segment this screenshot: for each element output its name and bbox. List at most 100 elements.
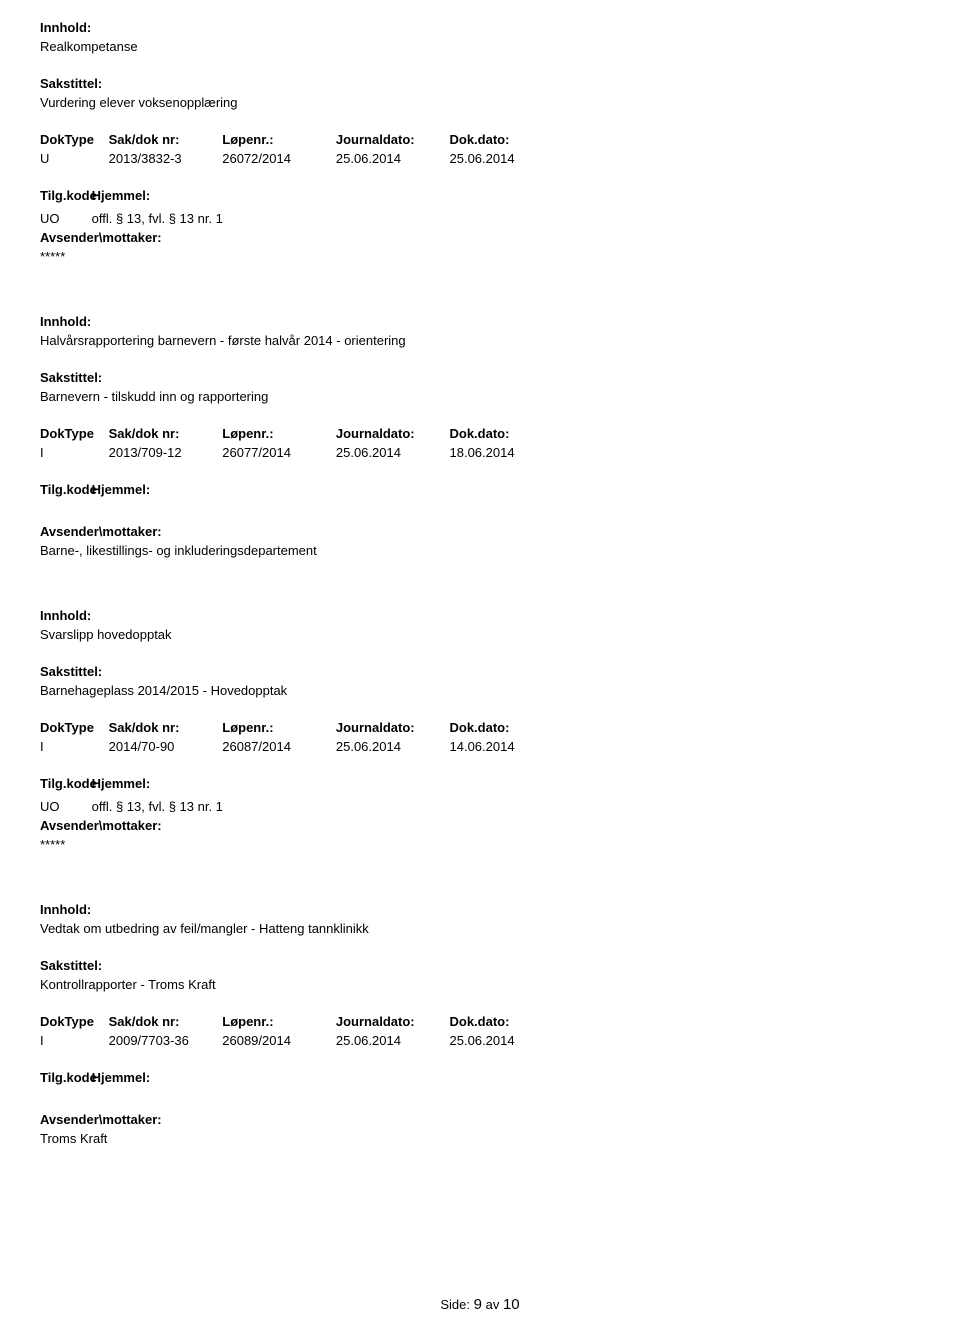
- dokdato-value: 25.06.2014: [450, 1033, 560, 1048]
- columns-header: DokType Sak/dok nr: Løpenr.: Journaldato…: [40, 1014, 920, 1029]
- tilg-values: [40, 1093, 920, 1108]
- doktype-value: I: [40, 445, 105, 460]
- dokdato-value: 18.06.2014: [450, 445, 560, 460]
- journaldato-value: 25.06.2014: [336, 445, 446, 460]
- lopenr-label: Løpenr.:: [222, 720, 332, 735]
- innhold-value: Realkompetanse: [40, 39, 920, 54]
- avsender-value: Troms Kraft: [40, 1131, 920, 1146]
- tilg-values: UO offl. § 13, fvl. § 13 nr. 1: [40, 799, 920, 814]
- sakstittel-value: Kontrollrapporter - Troms Kraft: [40, 977, 920, 992]
- dokdato-value: 14.06.2014: [450, 739, 560, 754]
- lopenr-label: Løpenr.:: [222, 132, 332, 147]
- journaldato-label: Journaldato:: [336, 426, 446, 441]
- journal-entry: Innhold: Vedtak om utbedring av feil/man…: [40, 902, 920, 1146]
- sakdok-label: Sak/dok nr:: [109, 426, 219, 441]
- hjemmel-value: offl. § 13, fvl. § 13 nr. 1: [92, 799, 223, 814]
- lopenr-value: 26077/2014: [222, 445, 332, 460]
- sakstittel-label: Sakstittel:: [40, 664, 920, 679]
- doktype-label: DokType: [40, 426, 105, 441]
- doktype-label: DokType: [40, 132, 105, 147]
- sakstittel-label: Sakstittel:: [40, 370, 920, 385]
- lopenr-label: Løpenr.:: [222, 1014, 332, 1029]
- sakdok-value: 2009/7703-36: [109, 1033, 219, 1048]
- hjemmel-label: Hjemmel:: [92, 482, 151, 497]
- tilg-header: Tilg.kode Hjemmel:: [40, 482, 920, 501]
- journaldato-value: 25.06.2014: [336, 151, 446, 166]
- innhold-value: Svarslipp hovedopptak: [40, 627, 920, 642]
- footer-total-pages: 10: [503, 1296, 520, 1313]
- columns-header: DokType Sak/dok nr: Løpenr.: Journaldato…: [40, 720, 920, 735]
- journaldato-value: 25.06.2014: [336, 1033, 446, 1048]
- columns-header: DokType Sak/dok nr: Løpenr.: Journaldato…: [40, 426, 920, 441]
- doktype-value: I: [40, 739, 105, 754]
- lopenr-value: 26089/2014: [222, 1033, 332, 1048]
- journaldato-value: 25.06.2014: [336, 739, 446, 754]
- sakdok-value: 2013/3832-3: [109, 151, 219, 166]
- columns-values: I 2014/70-90 26087/2014 25.06.2014 14.06…: [40, 739, 920, 754]
- tilgkode-label: Tilg.kode: [40, 1070, 88, 1085]
- sakstittel-value: Vurdering elever voksenopplæring: [40, 95, 920, 110]
- sakdok-label: Sak/dok nr:: [109, 1014, 219, 1029]
- journaldato-label: Journaldato:: [336, 720, 446, 735]
- sakstittel-value: Barnevern - tilskudd inn og rapportering: [40, 389, 920, 404]
- sakdok-value: 2013/709-12: [109, 445, 219, 460]
- tilg-header: Tilg.kode Hjemmel:: [40, 1070, 920, 1089]
- avsender-label: Avsender\mottaker:: [40, 1112, 920, 1127]
- columns-values: I 2013/709-12 26077/2014 25.06.2014 18.0…: [40, 445, 920, 460]
- avsender-label: Avsender\mottaker:: [40, 818, 920, 833]
- dokdato-label: Dok.dato:: [450, 1014, 560, 1029]
- innhold-label: Innhold:: [40, 314, 920, 329]
- lopenr-value: 26072/2014: [222, 151, 332, 166]
- lopenr-label: Løpenr.:: [222, 426, 332, 441]
- hjemmel-value: offl. § 13, fvl. § 13 nr. 1: [92, 211, 223, 226]
- footer-current-page: 9: [474, 1296, 482, 1313]
- dokdato-label: Dok.dato:: [450, 132, 560, 147]
- innhold-label: Innhold:: [40, 902, 920, 917]
- hjemmel-label: Hjemmel:: [92, 1070, 151, 1085]
- lopenr-value: 26087/2014: [222, 739, 332, 754]
- innhold-value: Halvårsrapportering barnevern - første h…: [40, 333, 920, 348]
- avsender-value: *****: [40, 837, 920, 852]
- innhold-value: Vedtak om utbedring av feil/mangler - Ha…: [40, 921, 920, 936]
- innhold-label: Innhold:: [40, 608, 920, 623]
- doktype-value: U: [40, 151, 105, 166]
- tilg-values: UO offl. § 13, fvl. § 13 nr. 1: [40, 211, 920, 226]
- sakdok-value: 2014/70-90: [109, 739, 219, 754]
- columns-header: DokType Sak/dok nr: Løpenr.: Journaldato…: [40, 132, 920, 147]
- avsender-label: Avsender\mottaker:: [40, 524, 920, 539]
- tilgkode-label: Tilg.kode: [40, 776, 88, 791]
- footer-prefix: Side:: [440, 1297, 470, 1312]
- sakdok-label: Sak/dok nr:: [109, 132, 219, 147]
- dokdato-label: Dok.dato:: [450, 426, 560, 441]
- sakdok-label: Sak/dok nr:: [109, 720, 219, 735]
- sakstittel-label: Sakstittel:: [40, 76, 920, 91]
- page-footer: Side: 9 av 10: [40, 1296, 920, 1313]
- avsender-value: Barne-, likestillings- og inkluderingsde…: [40, 543, 920, 558]
- doktype-label: DokType: [40, 720, 105, 735]
- avsender-label: Avsender\mottaker:: [40, 230, 920, 245]
- sakstittel-value: Barnehageplass 2014/2015 - Hovedopptak: [40, 683, 920, 698]
- journaldato-label: Journaldato:: [336, 1014, 446, 1029]
- hjemmel-label: Hjemmel:: [92, 188, 151, 203]
- dokdato-value: 25.06.2014: [450, 151, 560, 166]
- journal-entry: Innhold: Realkompetanse Sakstittel: Vurd…: [40, 20, 920, 264]
- doktype-value: I: [40, 1033, 105, 1048]
- sakstittel-label: Sakstittel:: [40, 958, 920, 973]
- dokdato-label: Dok.dato:: [450, 720, 560, 735]
- columns-values: U 2013/3832-3 26072/2014 25.06.2014 25.0…: [40, 151, 920, 166]
- innhold-label: Innhold:: [40, 20, 920, 35]
- columns-values: I 2009/7703-36 26089/2014 25.06.2014 25.…: [40, 1033, 920, 1048]
- tilgkode-label: Tilg.kode: [40, 482, 88, 497]
- footer-sep: av: [486, 1297, 500, 1312]
- avsender-value: *****: [40, 249, 920, 264]
- doktype-label: DokType: [40, 1014, 105, 1029]
- journal-entry: Innhold: Svarslipp hovedopptak Sakstitte…: [40, 608, 920, 852]
- journal-entry: Innhold: Halvårsrapportering barnevern -…: [40, 314, 920, 558]
- tilg-header: Tilg.kode Hjemmel:: [40, 776, 920, 795]
- tilgkode-value: UO: [40, 799, 88, 814]
- tilgkode-label: Tilg.kode: [40, 188, 88, 203]
- tilgkode-value: UO: [40, 211, 88, 226]
- tilg-header: Tilg.kode Hjemmel:: [40, 188, 920, 207]
- hjemmel-label: Hjemmel:: [92, 776, 151, 791]
- tilg-values: [40, 505, 920, 520]
